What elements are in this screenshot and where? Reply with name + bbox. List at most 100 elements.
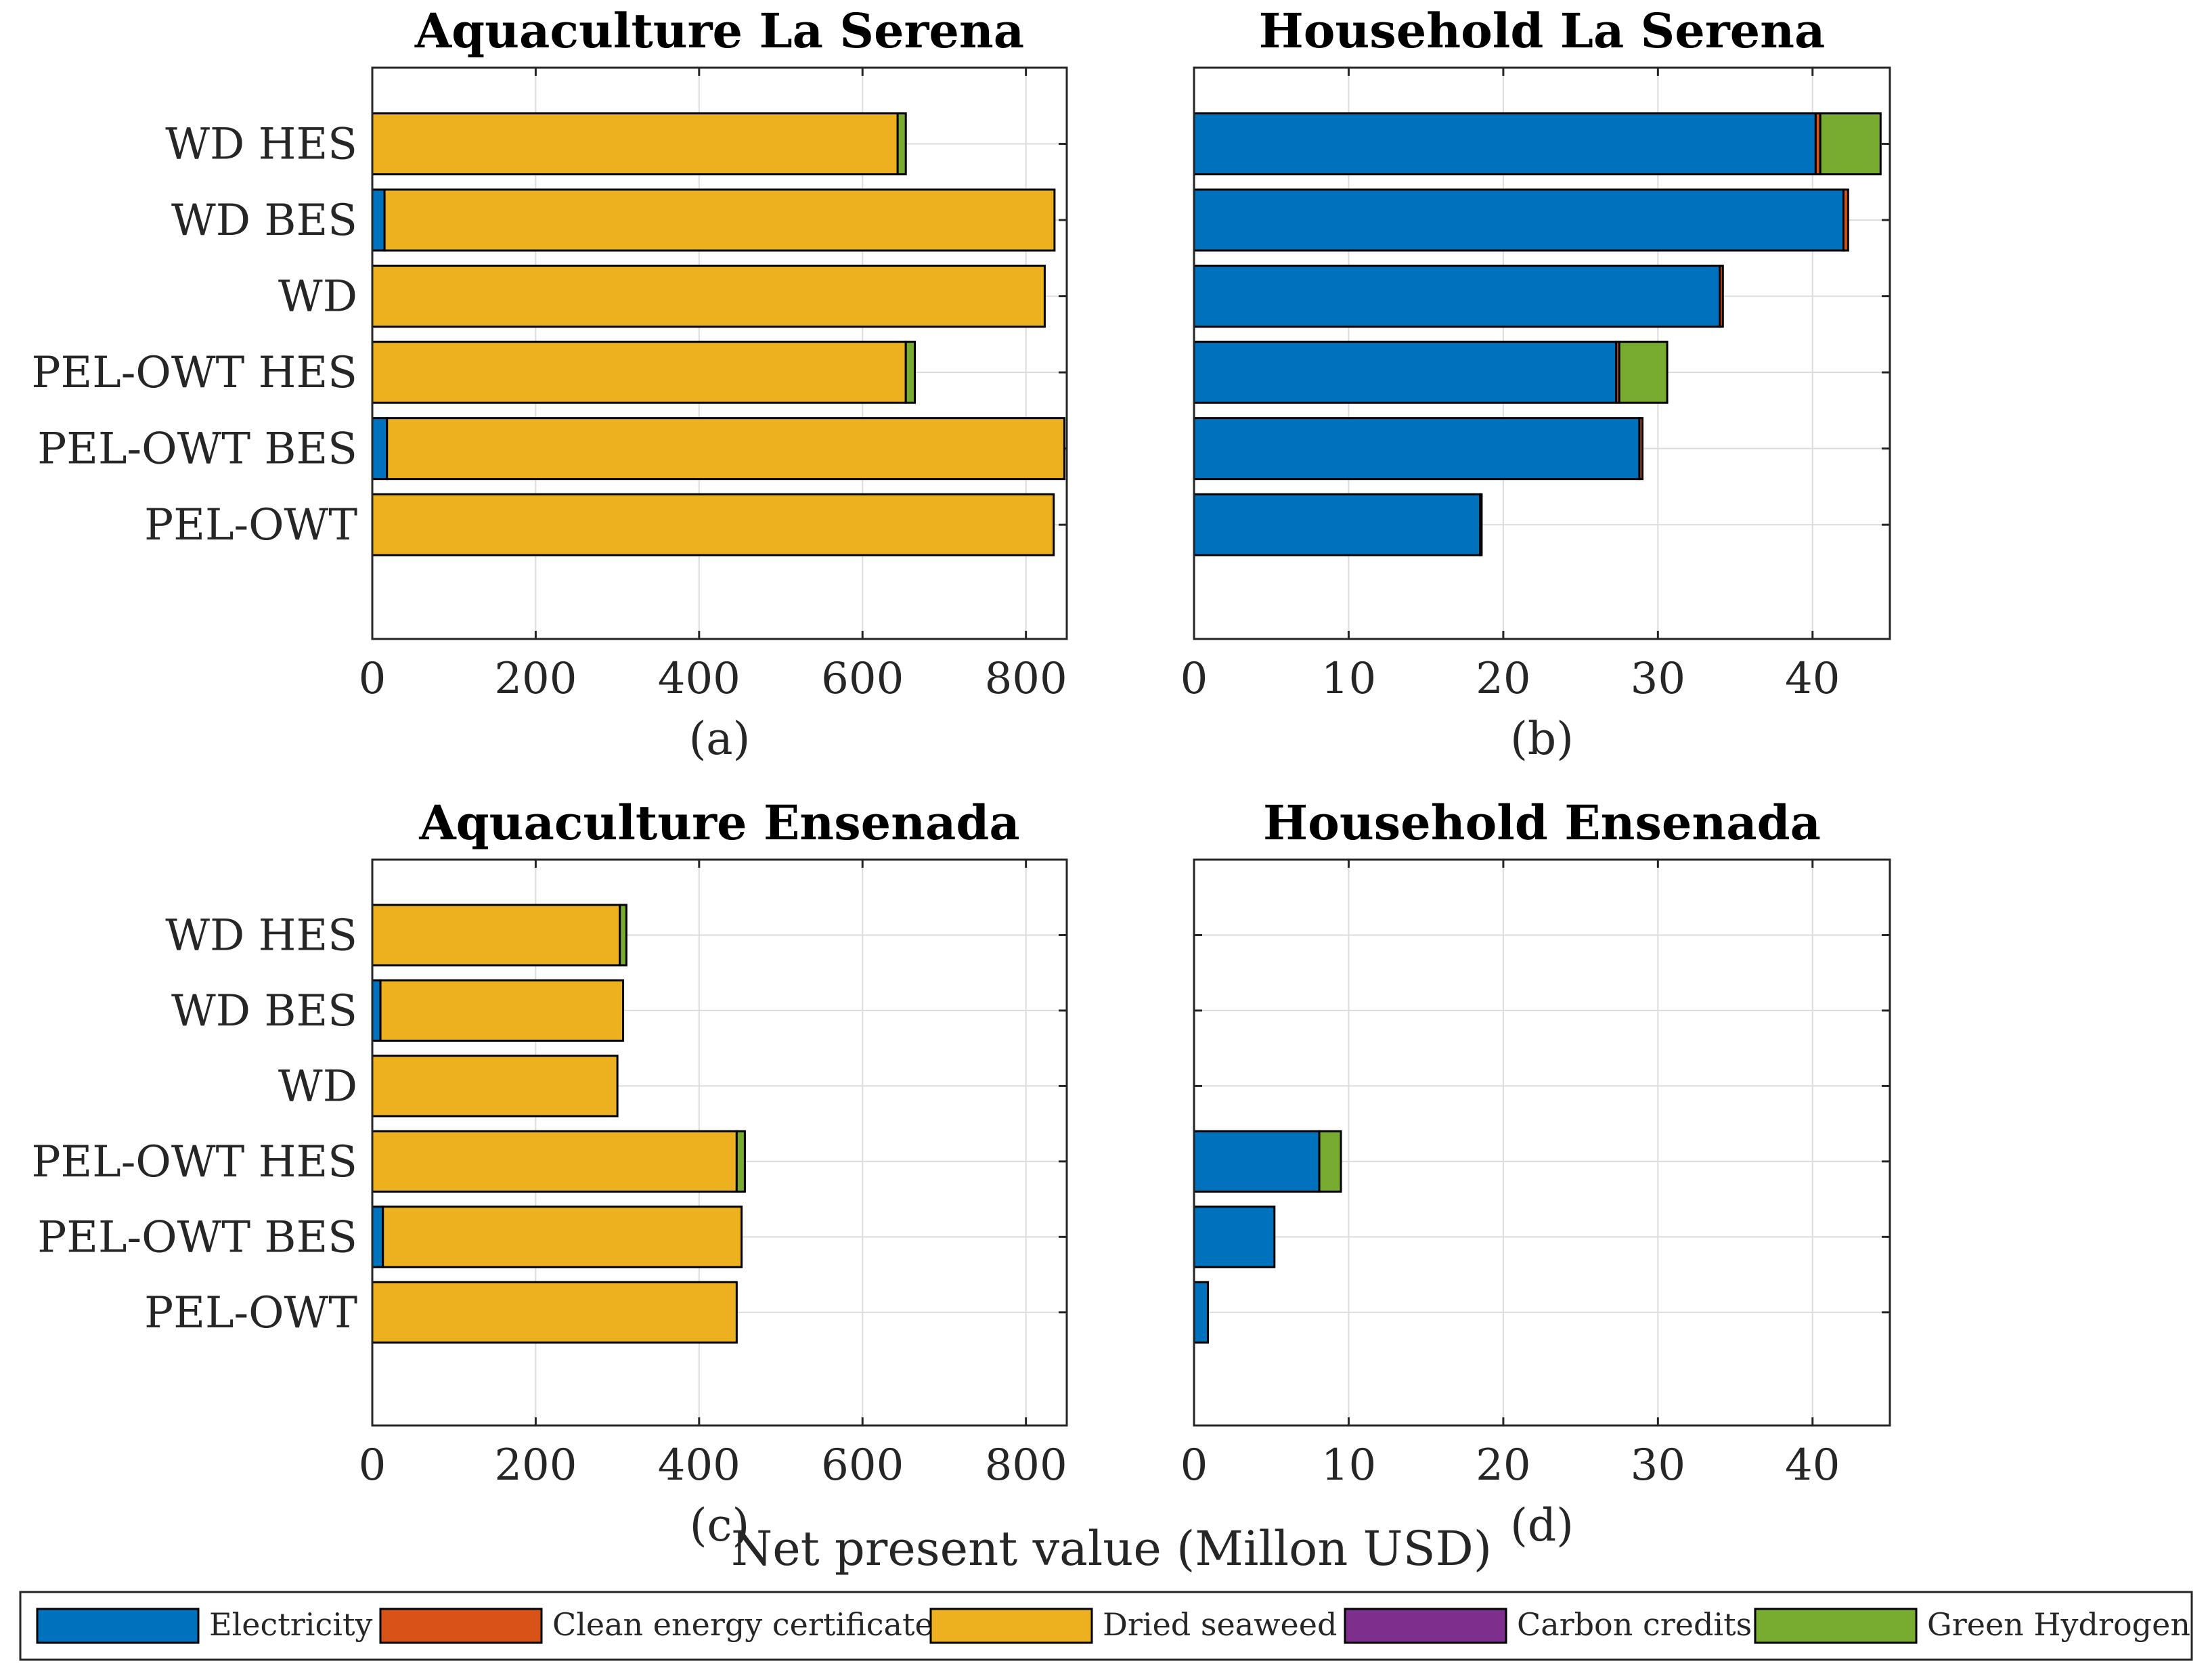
bar-clean-energy-certificates bbox=[1638, 417, 1643, 481]
legend-swatch bbox=[929, 1608, 1093, 1644]
x-tick-label: 20 bbox=[1476, 1440, 1530, 1490]
legend-label: Carbon credits bbox=[1517, 1606, 1752, 1643]
legend-swatch bbox=[36, 1608, 200, 1644]
bar-dried-seaweed bbox=[371, 904, 621, 967]
panel-title: Household Ensenada bbox=[1263, 795, 1821, 851]
legend-swatch bbox=[379, 1608, 543, 1644]
bar-dried-seaweed bbox=[383, 188, 1056, 252]
panel-d: 0 10 20 30 40 Household Ensenada (d) bbox=[1180, 795, 1891, 1551]
category-label: WD bbox=[278, 1061, 357, 1111]
x-tick-label: 30 bbox=[1631, 1440, 1685, 1490]
x-tick-label: 30 bbox=[1631, 654, 1685, 704]
x-tick-label: 200 bbox=[494, 1440, 577, 1490]
x-tick-label: 0 bbox=[1180, 1440, 1208, 1490]
bar-electricity bbox=[371, 417, 389, 481]
axes-frame bbox=[1193, 858, 1891, 1427]
bar-dried-seaweed bbox=[371, 265, 1046, 328]
bar-dried-seaweed bbox=[382, 1206, 743, 1268]
x-tick-label: 10 bbox=[1321, 654, 1376, 704]
axes-frame bbox=[371, 858, 1068, 1427]
legend-item: Green Hydrogen bbox=[1754, 1606, 2190, 1644]
category-label: WD BES bbox=[171, 986, 357, 1036]
x-tick-label: 10 bbox=[1321, 1440, 1376, 1490]
legend-label: Dried seaweed bbox=[1103, 1606, 1337, 1643]
bar-dried-seaweed bbox=[371, 1055, 619, 1118]
bar-electricity bbox=[371, 188, 386, 252]
bar-electricity bbox=[371, 1206, 384, 1268]
bar-dried-seaweed bbox=[379, 979, 625, 1042]
legend: Electricity Clean energy certificates Drie… bbox=[19, 1591, 2193, 1661]
bar-dried-seaweed bbox=[371, 1130, 738, 1193]
panel-title: Aquaculture Ensenada bbox=[418, 795, 1019, 851]
x-tick-label: 0 bbox=[359, 654, 387, 704]
bar-green-hydrogen bbox=[1318, 1130, 1342, 1193]
panel-title: Household La Serena bbox=[1259, 3, 1826, 59]
category-label: PEL-OWT HES bbox=[31, 348, 357, 398]
bar-green-hydrogen bbox=[619, 904, 627, 967]
x-tick-label: 20 bbox=[1476, 654, 1530, 704]
panel-b: 0 10 20 30 40 Household La Serena (b) bbox=[1180, 3, 1891, 765]
category-label: PEL-OWT bbox=[144, 1288, 357, 1338]
x-tick-label: 0 bbox=[359, 1440, 387, 1490]
legend-item: Dried seaweed bbox=[929, 1606, 1337, 1644]
legend-item: Electricity bbox=[36, 1606, 372, 1644]
axes-frame bbox=[371, 66, 1068, 640]
x-tick-label: 40 bbox=[1785, 1440, 1840, 1490]
bar-green-hydrogen bbox=[1618, 340, 1669, 404]
x-tick-label: 800 bbox=[985, 1440, 1067, 1490]
bar-dried-seaweed bbox=[371, 112, 899, 176]
bar-electricity bbox=[371, 979, 382, 1042]
x-tick-label: 600 bbox=[821, 654, 904, 704]
panel-label: (a) bbox=[689, 713, 751, 765]
category-label: PEL-OWT BES bbox=[37, 1212, 357, 1262]
bar-electricity bbox=[1193, 188, 1845, 252]
x-tick-label: 400 bbox=[658, 654, 741, 704]
category-label: PEL-OWT bbox=[144, 500, 357, 550]
legend-label: Clean energy certificates bbox=[552, 1606, 949, 1643]
bar-electricity bbox=[1193, 1281, 1210, 1344]
category-label: WD BES bbox=[171, 196, 357, 246]
category-label: WD HES bbox=[165, 120, 357, 170]
bar-dried-seaweed bbox=[371, 340, 907, 404]
panel-label: (d) bbox=[1510, 1499, 1574, 1551]
bar-green-hydrogen bbox=[1819, 112, 1882, 176]
category-label: WD bbox=[278, 272, 357, 322]
bar-electricity bbox=[1193, 417, 1641, 481]
legend-swatch bbox=[1344, 1608, 1507, 1644]
panel-a: 0 200 400 600 800 WD HES WD BES WD PEL-OWT HES PE… bbox=[31, 3, 1068, 765]
x-tick-label: 40 bbox=[1785, 654, 1840, 704]
legend-swatch bbox=[1754, 1608, 1918, 1644]
bar-electricity bbox=[1193, 493, 1482, 556]
panel-title: Aquaculture La Serena bbox=[414, 3, 1024, 59]
x-tick-label: 800 bbox=[985, 654, 1067, 704]
bar-electricity bbox=[1193, 265, 1721, 328]
bar-clean-energy-certificates bbox=[1842, 188, 1849, 252]
legend-label: Electricity bbox=[209, 1606, 372, 1643]
bar-electricity bbox=[1193, 1130, 1321, 1193]
x-tick-label: 200 bbox=[494, 654, 577, 704]
panel-label: (c) bbox=[690, 1499, 749, 1551]
x-tick-label: 600 bbox=[821, 1440, 904, 1490]
bar-electricity bbox=[1193, 112, 1817, 176]
legend-item: Clean energy certificates bbox=[379, 1606, 949, 1644]
figure-x-axis-label: Net present value (Millon USD) bbox=[731, 1521, 1492, 1576]
panel-label: (b) bbox=[1510, 713, 1574, 765]
bar-green-hydrogen bbox=[896, 112, 907, 176]
x-tick-label: 0 bbox=[1180, 654, 1208, 704]
category-label: PEL-OWT HES bbox=[31, 1137, 357, 1187]
legend-item: Carbon credits bbox=[1344, 1606, 1752, 1644]
bar-clean-energy-certificates bbox=[1719, 265, 1724, 328]
bar-green-hydrogen bbox=[904, 340, 916, 404]
bar-dried-seaweed bbox=[371, 1281, 738, 1344]
bar-electricity bbox=[1193, 340, 1618, 404]
category-label: WD HES bbox=[165, 910, 357, 960]
bar-dried-seaweed bbox=[371, 493, 1055, 556]
axes-frame bbox=[1193, 66, 1891, 640]
bar-green-hydrogen bbox=[735, 1130, 746, 1193]
panel-c: 0 200 400 600 800 WD HES WD BES WD PEL-OWT HES PE… bbox=[31, 795, 1068, 1551]
bar-electricity bbox=[1193, 1206, 1276, 1268]
x-tick-label: 400 bbox=[658, 1440, 741, 1490]
bar-dried-seaweed bbox=[386, 417, 1065, 481]
